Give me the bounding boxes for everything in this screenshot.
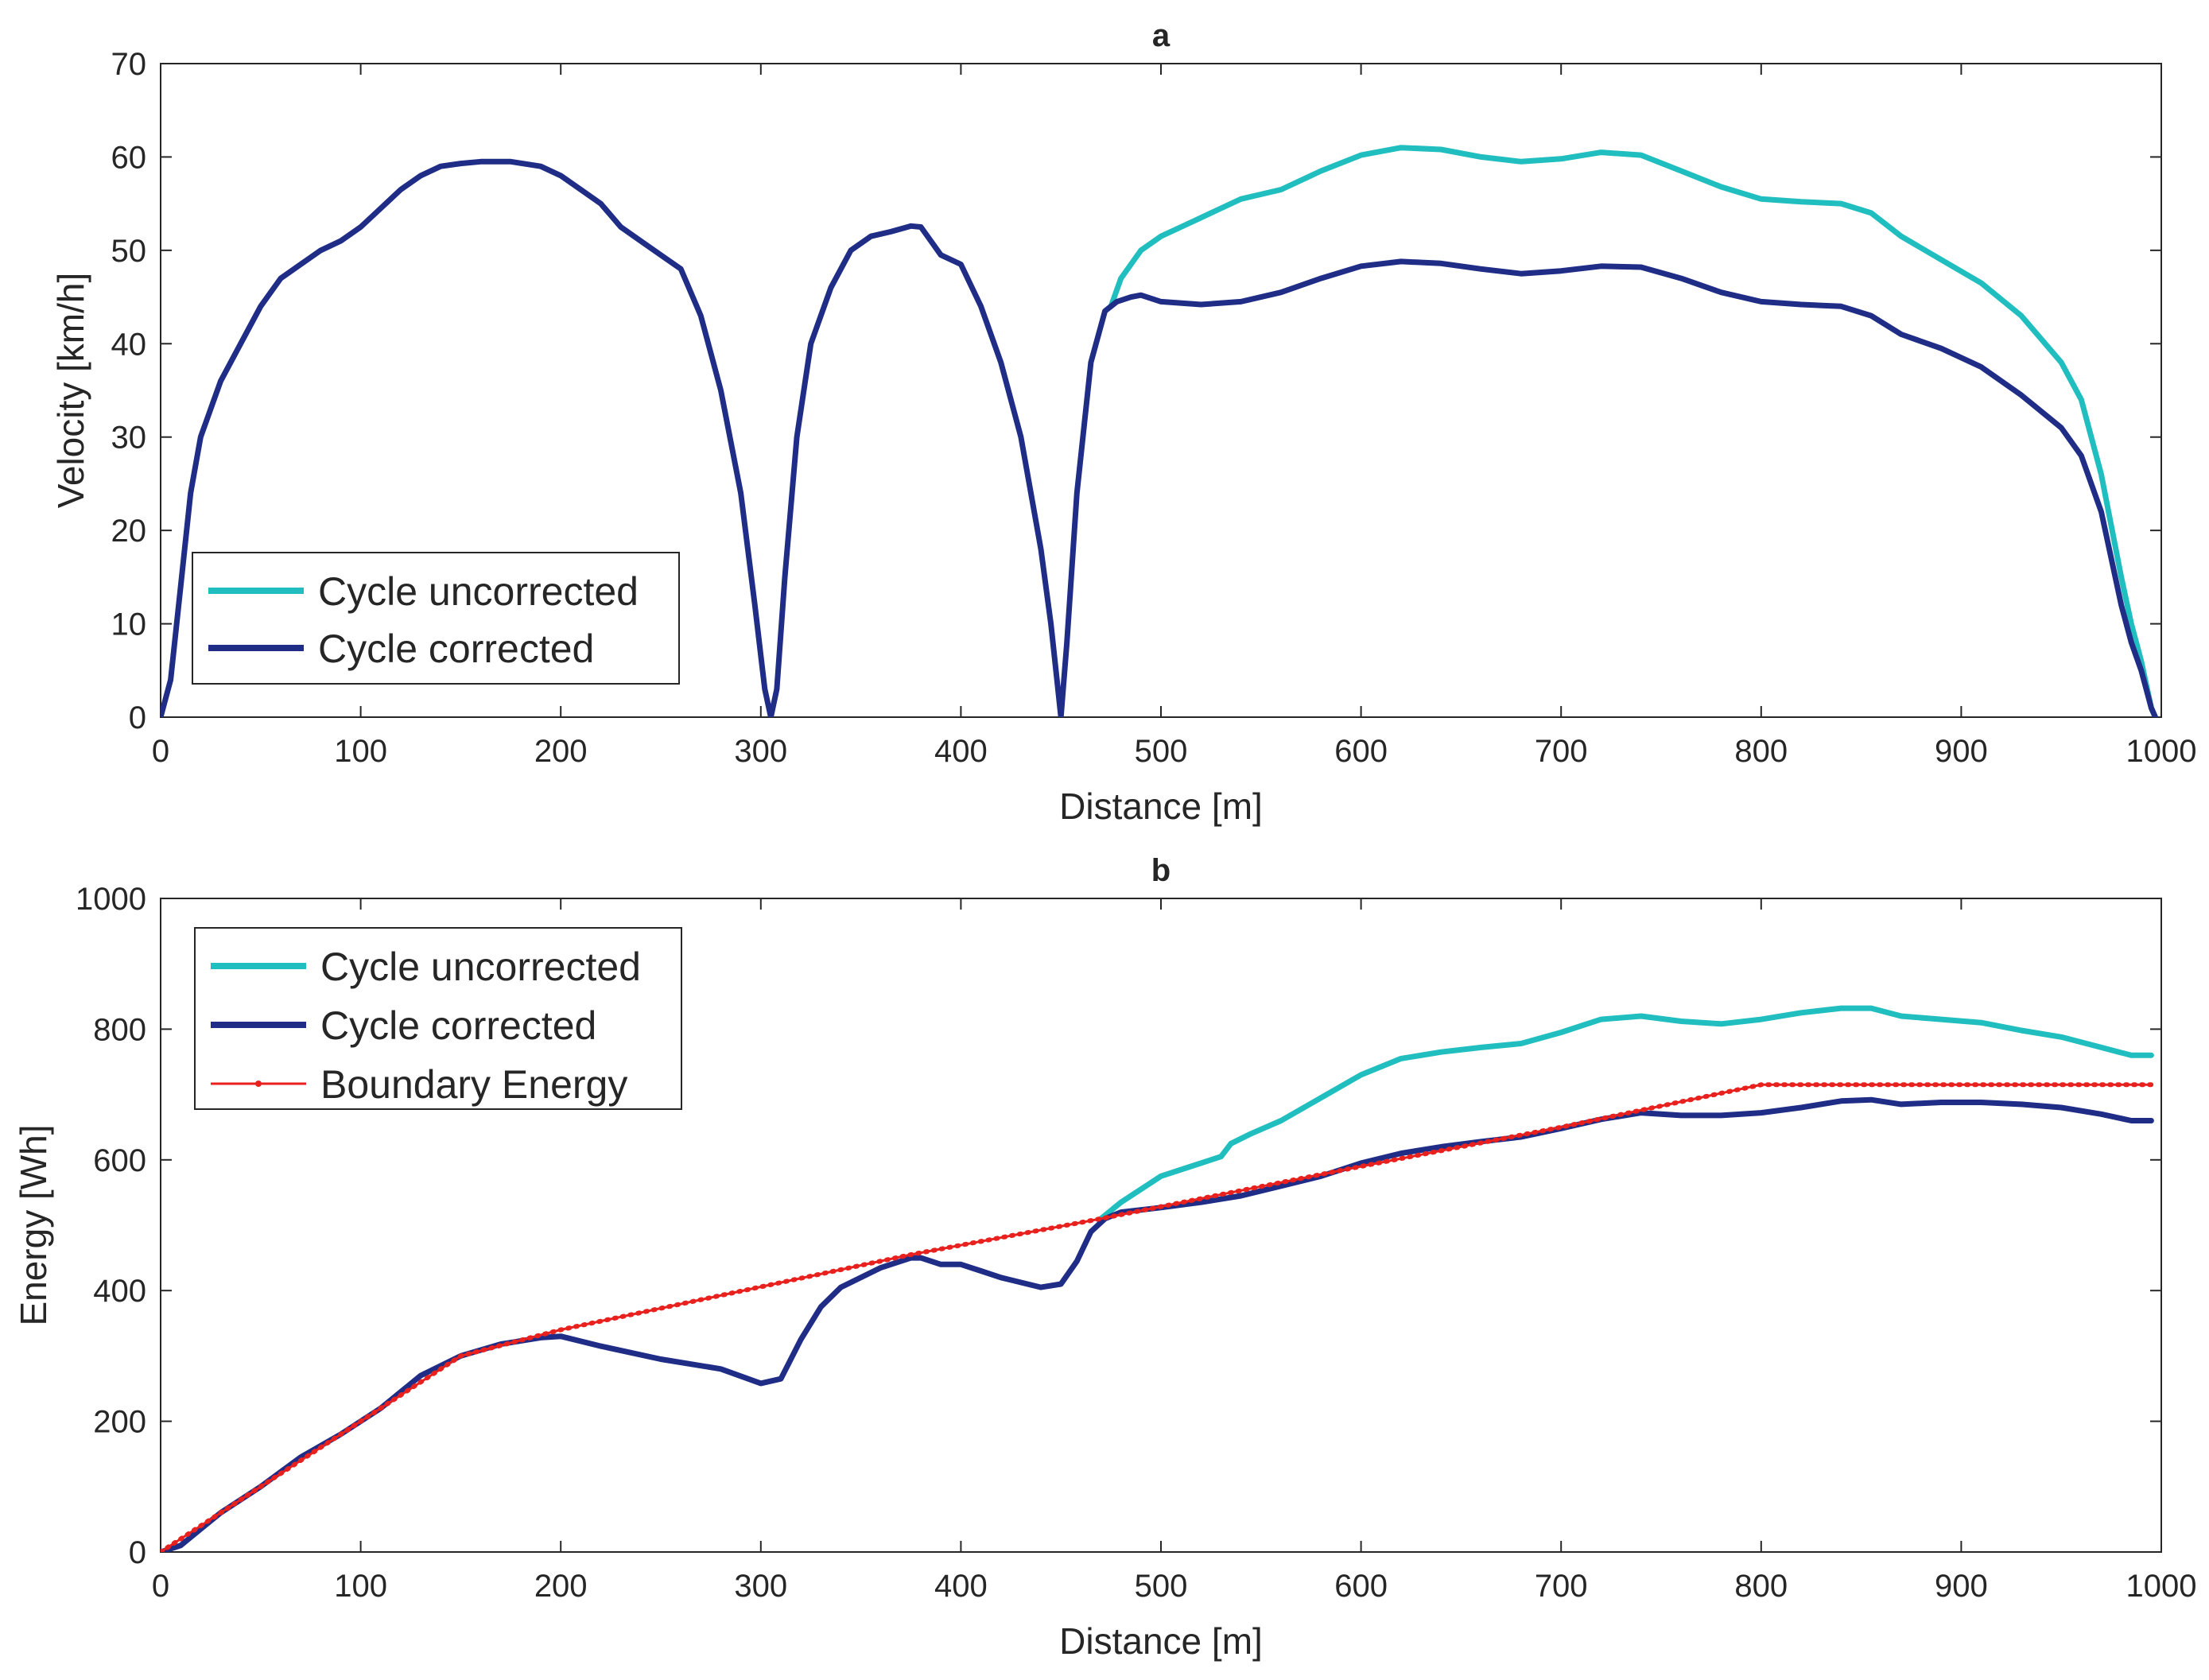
y-tick-label: 60	[111, 140, 147, 175]
legend-label-cycle-uncorrected: Cycle uncorrected	[318, 569, 639, 614]
legend: Cycle uncorrected Cycle corrected	[192, 552, 680, 685]
x-tick-label: 0	[152, 1569, 169, 1604]
x-axis-label: Distance [m]	[1059, 786, 1263, 827]
series-line-cycle-corrected	[161, 158, 2158, 717]
legend: Cycle uncorrected Cycle corrected Boundary…	[194, 927, 682, 1110]
legend-label-boundary-energy: Boundary Energy	[320, 1062, 627, 1107]
series-line-cycle-uncorrected	[1108, 145, 2158, 717]
series-group	[161, 145, 2158, 717]
x-tick-label: 100	[334, 734, 387, 769]
y-tick-label: 0	[129, 700, 146, 735]
y-tick-label: 400	[93, 1274, 146, 1309]
y-tick-label: 0	[129, 1535, 146, 1570]
x-tick-label: 700	[1535, 1569, 1588, 1604]
x-tick-label: 200	[534, 1569, 588, 1604]
y-axis-label: Energy [Wh]	[13, 1124, 54, 1325]
x-tick-label: 1000	[2126, 1569, 2197, 1604]
x-tick-label: 500	[1135, 734, 1188, 769]
series-markers-boundary-energy	[161, 1082, 2154, 1552]
legend-box	[194, 927, 682, 1110]
x-tick-label: 800	[1734, 734, 1788, 769]
panel-title: b	[1151, 853, 1170, 888]
chart-panel-b: 0 100 200 300 400 500 600 700 800 900 1000 0 200 400 6…	[13, 853, 2196, 1662]
x-tick-label: 700	[1535, 734, 1588, 769]
x-tick-label: 600	[1334, 1569, 1388, 1604]
y-tick-label: 1000	[76, 882, 146, 917]
x-tick-label: 900	[1935, 734, 1988, 769]
legend-box	[192, 552, 680, 685]
y-tick-label: 20	[111, 514, 147, 549]
y-tick-label: 40	[111, 327, 147, 362]
y-tick-label: 200	[93, 1405, 146, 1440]
series-line-cycle-uncorrected	[1098, 1005, 2154, 1222]
x-tick-label: 400	[934, 1569, 988, 1604]
chart-panel-a: 0 100 200 300 400 500 600 700 800 900 1000 0 10 20 30 4…	[50, 18, 2196, 827]
y-tick-label: 800	[93, 1012, 146, 1047]
y-tick-label: 50	[111, 234, 147, 269]
legend-marker-boundary-energy	[255, 1081, 262, 1087]
y-tick-label: 600	[93, 1143, 146, 1178]
x-tick-label: 200	[534, 734, 588, 769]
x-tick-label: 400	[934, 734, 988, 769]
y-tick-label: 10	[111, 607, 147, 642]
x-axis-label: Distance [m]	[1059, 1620, 1263, 1662]
y-tick-label: 70	[111, 47, 147, 82]
x-tick-label: 300	[734, 1569, 787, 1604]
x-tick-label: 0	[152, 734, 169, 769]
x-tick-label: 300	[734, 734, 787, 769]
legend-label-cycle-corrected: Cycle corrected	[320, 1003, 596, 1048]
x-tick-label: 100	[334, 1569, 387, 1604]
x-tick-label: 800	[1734, 1569, 1788, 1604]
x-tick-label: 900	[1935, 1569, 1988, 1604]
series-group	[161, 1005, 2154, 1552]
legend-label-cycle-corrected: Cycle corrected	[318, 627, 594, 671]
x-tick-label: 1000	[2126, 734, 2197, 769]
panel-title: a	[1152, 18, 1170, 53]
x-tick-label: 600	[1334, 734, 1388, 769]
y-axis-label: Velocity [km/h]	[50, 273, 91, 509]
legend-label-cycle-uncorrected: Cycle uncorrected	[320, 945, 641, 989]
y-tick-label: 30	[111, 421, 147, 456]
x-tick-label: 500	[1135, 1569, 1188, 1604]
